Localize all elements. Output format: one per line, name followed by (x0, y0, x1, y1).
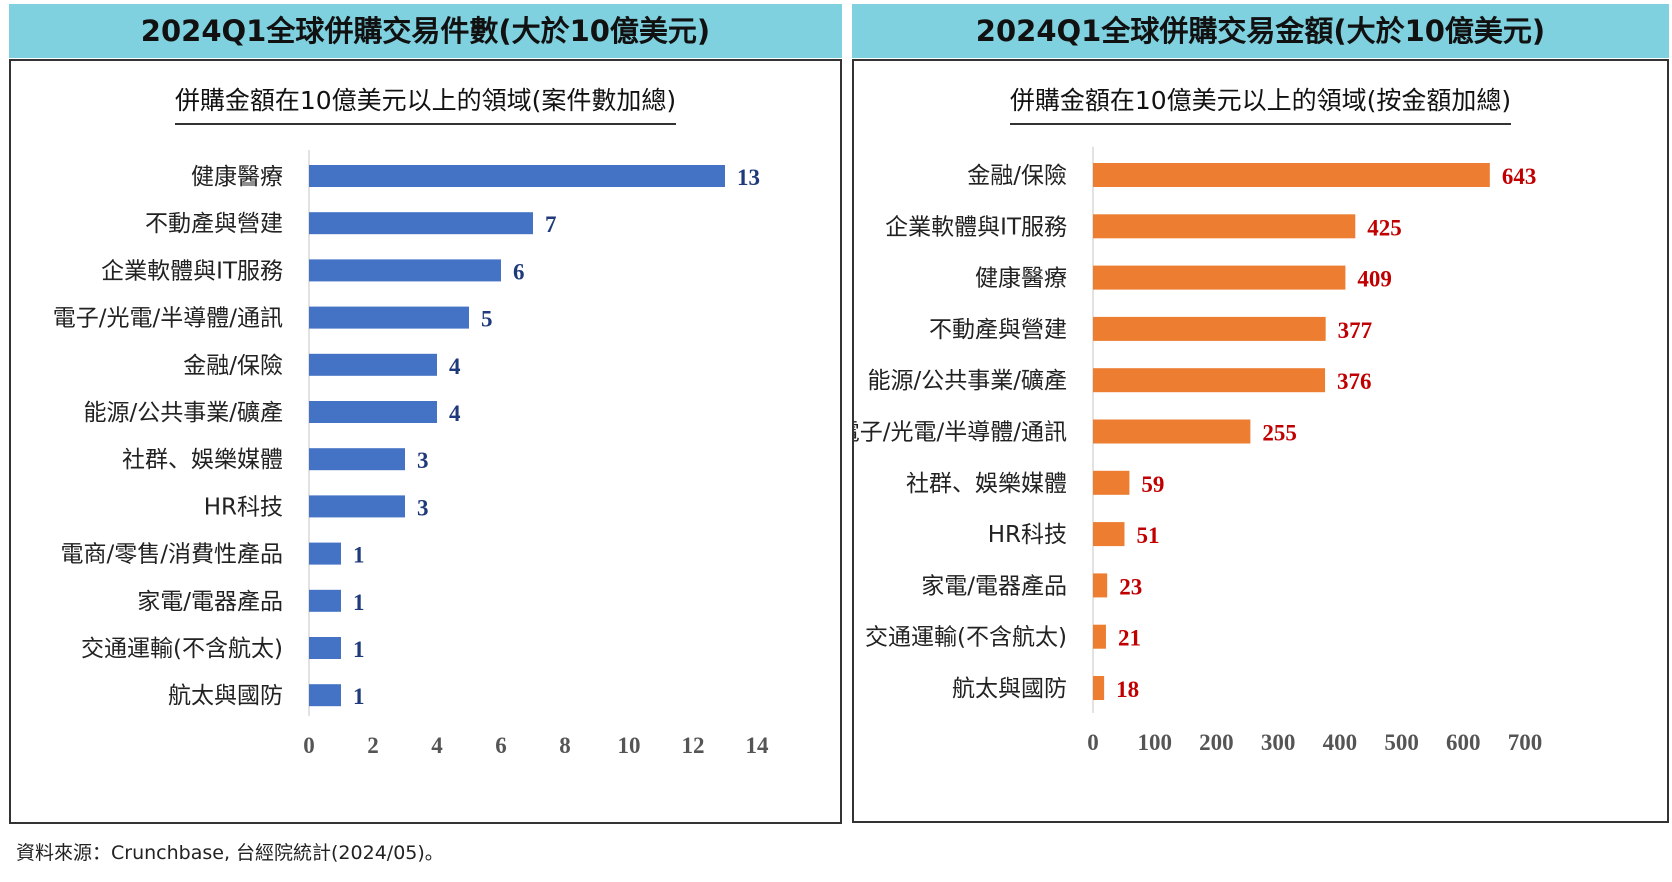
left-chart-tick-label: 6 (495, 733, 507, 758)
right-chart-value-label: 643 (1502, 164, 1537, 189)
left-chart-value-label: 1 (353, 637, 365, 662)
left-chart-value-label: 6 (513, 259, 525, 284)
right-chart-value-label: 425 (1367, 215, 1402, 240)
right-chart-bar (1093, 624, 1106, 649)
left-chart-bar (309, 495, 405, 518)
right-chart-value-label: 255 (1262, 421, 1297, 446)
left-chart-tick-label: 10 (618, 733, 641, 758)
right-chart-tick-label: 100 (1137, 730, 1172, 755)
left-chart-category-label: 交通運輸(不含航太) (81, 636, 283, 662)
left-chart-value-label: 13 (737, 165, 760, 190)
right-chart-tick-label: 700 (1508, 730, 1543, 755)
left-chart-bar (309, 401, 437, 423)
right-chart-category-label: 航太與國防 (952, 676, 1067, 702)
left-chart-bar (309, 259, 501, 282)
left-chart-category-label: 能源/公共事業/礦產 (84, 400, 284, 426)
right-chart-tick-label: 500 (1384, 730, 1419, 755)
left-chart-tick-label: 12 (682, 733, 705, 758)
left-chart-value-label: 1 (353, 543, 365, 568)
right-chart-value-label: 18 (1116, 677, 1139, 702)
right-chart-bar (1093, 265, 1346, 290)
right-chart-category-label: HR科技 (988, 522, 1067, 548)
left-chart-category-label: 社群、娛樂媒體 (122, 447, 283, 473)
right-chart-bar (1093, 163, 1490, 187)
left-chart-category-label: 電子/光電/半導體/通訊 (53, 306, 283, 332)
right-chart-category-label: 電子/光電/半導體/通訊 (854, 420, 1067, 446)
right-chart-bar (1093, 470, 1130, 495)
right-chart-category-label: 社群、娛樂媒體 (906, 471, 1067, 497)
right-chart-bar (1093, 522, 1125, 547)
left-chart-title: 併購金額在10億美元以上的領域(案件數加總) (174, 81, 677, 125)
right-chart-category-label: 企業軟體與IT服務 (885, 214, 1067, 240)
left-chart-bar (309, 165, 725, 187)
right-chart-value-label: 23 (1119, 574, 1142, 599)
left-chart-tick-label: 14 (746, 733, 770, 758)
left-chart-tick-label: 2 (367, 733, 379, 758)
right-chart-value-label: 377 (1338, 318, 1373, 343)
left-chart-bar (309, 212, 533, 235)
right-chart-tick-label: 300 (1261, 730, 1296, 755)
left-chart-value-label: 4 (449, 354, 461, 379)
right-chart-category-label: 金融/保險 (967, 163, 1067, 189)
right-chart-value-label: 376 (1337, 369, 1372, 394)
left-chart-bar (309, 589, 341, 612)
left-chart-category-label: 企業軟體與IT服務 (101, 258, 283, 284)
left-chart-tick-label: 8 (559, 733, 571, 758)
right-chart-bar (1093, 676, 1105, 700)
left-chart-value-label: 7 (545, 212, 557, 237)
right-chart-bar (1093, 419, 1251, 444)
left-chart-title-wrap: 併購金額在10億美元以上的領域(案件數加總) (11, 81, 840, 125)
right-chart-header: 2024Q1全球併購交易金額(大於10億美元) (852, 4, 1669, 58)
right-chart-bar (1093, 316, 1326, 341)
left-chart-category-label: 金融/保險 (183, 353, 283, 379)
right-chart-panel: 併購金額在10億美元以上的領域(按金額加總) 金融/保險 643 企業軟體與IT服務… (852, 59, 1669, 823)
left-chart-panel: 併購金額在10億美元以上的領域(案件數加總) 健康醫療 13 不動產與營建 7 企業軟體… (9, 59, 842, 824)
right-chart-value-label: 59 (1141, 472, 1164, 497)
right-chart-category-label: 不動產與營建 (929, 317, 1067, 343)
left-chart-bar (309, 306, 469, 329)
right-chart-bar (1093, 368, 1326, 393)
right-chart-value-label: 51 (1136, 523, 1159, 548)
right-chart-tick-label: 600 (1446, 730, 1481, 755)
right-chart-bar (1093, 214, 1356, 239)
right-chart-tick-label: 0 (1087, 730, 1099, 755)
left-chart-bar (309, 353, 437, 376)
source-note: 資料來源：Crunchbase, 台經院統計(2024/05)。 (16, 842, 444, 864)
left-chart-bar (309, 684, 341, 707)
left-chart-category-label: 航太與國防 (168, 683, 283, 709)
right-chart-tick-label: 200 (1199, 730, 1234, 755)
left-chart-category-label: 不動產與營建 (145, 211, 283, 237)
left-chart-value-label: 5 (481, 307, 493, 332)
left-chart-bar (309, 637, 341, 659)
left-chart-bar (309, 448, 405, 471)
left-chart-category-label: 健康醫療 (191, 164, 283, 190)
right-chart-category-label: 健康醫療 (975, 266, 1067, 292)
left-chart-tick-label: 4 (431, 733, 443, 758)
right-chart-category-label: 家電/電器產品 (921, 573, 1067, 599)
left-chart-category-label: 電商/零售/消費性產品 (61, 542, 284, 568)
left-chart-tick-label: 0 (303, 733, 315, 758)
left-chart-category-label: HR科技 (204, 494, 283, 520)
left-chart-category-label: 家電/電器產品 (137, 589, 283, 615)
left-chart-value-label: 3 (417, 448, 429, 473)
left-chart-bar (309, 542, 341, 565)
right-chart-value-label: 21 (1118, 626, 1141, 651)
right-chart-category-label: 交通運輸(不含航太) (865, 625, 1067, 651)
left-chart-value-label: 4 (449, 401, 461, 426)
right-chart-bar (1093, 573, 1108, 598)
right-bar-chart: 金融/保險 643 企業軟體與IT服務 425 健康醫療 409 不動產與營建 377 能源/公… (854, 146, 1543, 755)
right-chart-tick-label: 400 (1323, 730, 1358, 755)
left-chart-header: 2024Q1全球併購交易件數(大於10億美元) (9, 4, 842, 58)
left-chart-value-label: 1 (353, 590, 365, 615)
right-chart-value-label: 409 (1357, 267, 1392, 292)
left-chart-value-label: 3 (417, 495, 429, 520)
left-chart-value-label: 1 (353, 684, 365, 709)
right-chart-category-label: 能源/公共事業/礦產 (868, 368, 1068, 394)
right-chart-title-wrap: 併購金額在10億美元以上的領域(按金額加總) (854, 81, 1667, 125)
right-chart-title: 併購金額在10億美元以上的領域(按金額加總) (1009, 81, 1512, 125)
